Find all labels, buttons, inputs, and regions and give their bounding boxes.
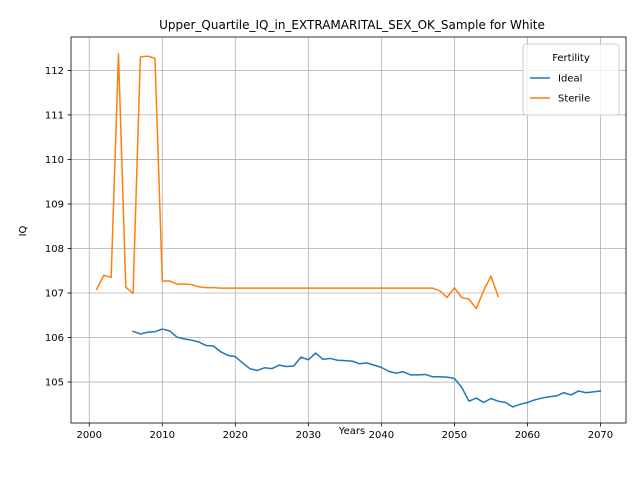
legend-title: Fertility xyxy=(552,53,590,64)
x-tick-label: 2000 xyxy=(77,430,102,441)
x-tick-label: 2060 xyxy=(515,430,540,441)
x-axis-label: Years xyxy=(338,426,365,437)
chart-title: Upper_Quartile_IQ_in_EXTRAMARITAL_SEX_OK… xyxy=(159,18,545,32)
y-tick-label: 106 xyxy=(45,333,64,344)
y-axis-label: IQ xyxy=(18,225,29,236)
y-tick-label: 108 xyxy=(45,244,64,255)
x-tick-label: 2030 xyxy=(296,430,321,441)
series-line-sterile xyxy=(95,53,500,310)
y-tick-label: 109 xyxy=(45,199,64,210)
y-tick-label: 111 xyxy=(45,110,64,121)
y-tick-label: 105 xyxy=(45,378,64,389)
x-tick-label: 2070 xyxy=(588,430,613,441)
series-line-ideal xyxy=(132,328,602,408)
x-tick-label: 2010 xyxy=(150,430,175,441)
x-tick-label: 2020 xyxy=(223,430,248,441)
legend-label-sterile: Sterile xyxy=(558,94,590,105)
legend: Fertility Ideal Sterile xyxy=(522,43,620,116)
x-tick-label: 2050 xyxy=(442,430,467,441)
x-tick-label: 2040 xyxy=(369,430,394,441)
y-tick-label: 110 xyxy=(45,155,64,166)
y-tick-label: 112 xyxy=(45,66,64,77)
plot-area: 2000 2010 2020 2030 2040 2050 2060 2070 105 106 10… xyxy=(45,36,627,441)
legend-label-ideal: Ideal xyxy=(558,74,582,85)
y-tick-label: 107 xyxy=(45,288,64,299)
axes-frame xyxy=(70,36,627,424)
